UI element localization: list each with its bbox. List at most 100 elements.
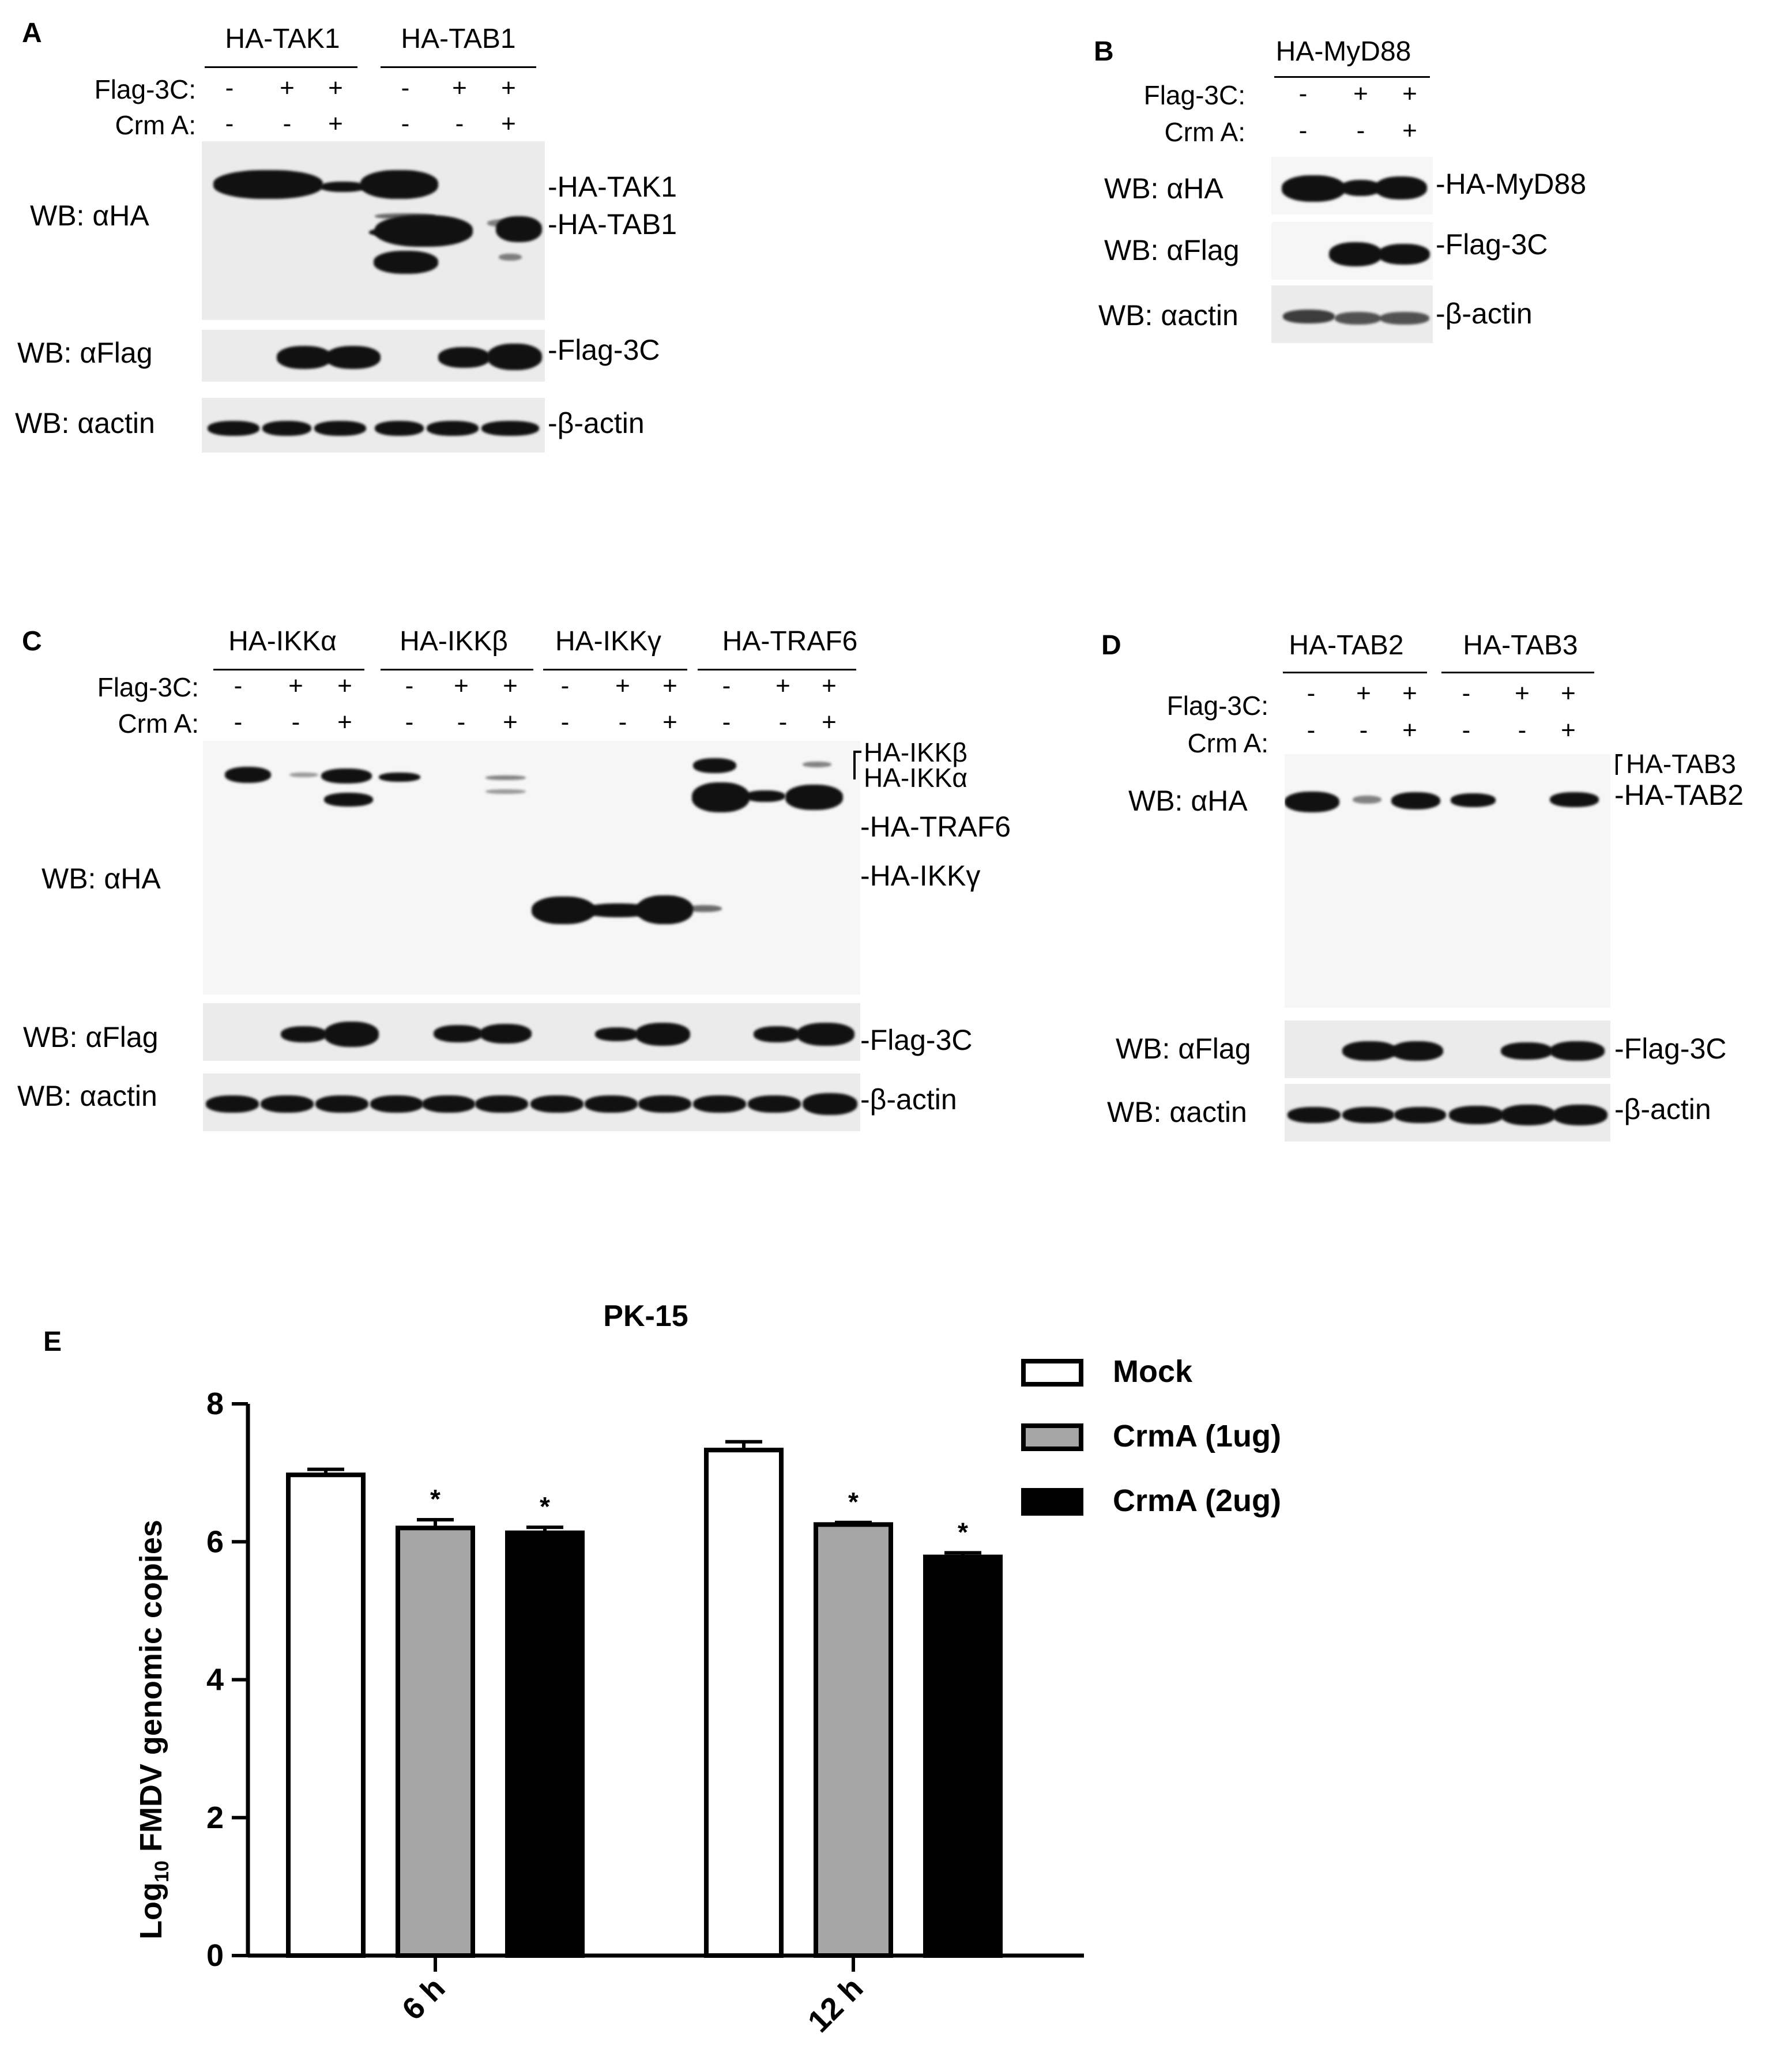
band bbox=[1342, 1041, 1397, 1061]
band bbox=[638, 1095, 691, 1113]
band bbox=[261, 1095, 314, 1113]
bracket-icon bbox=[853, 751, 861, 779]
bar-chart: PK-15 Log10 FMDV genomic copies 0 2 4 6 8 6 h… bbox=[134, 1299, 1281, 2039]
y-axis-label-main: Log bbox=[134, 1882, 168, 1939]
wb-flag-label: WB: αFlag bbox=[1104, 234, 1240, 266]
wb-actin-label: WB: αactin bbox=[15, 407, 155, 439]
band bbox=[360, 170, 438, 199]
band bbox=[480, 1024, 532, 1044]
band bbox=[496, 216, 542, 242]
group-underline bbox=[381, 66, 536, 68]
sign: - bbox=[405, 708, 414, 736]
band bbox=[1391, 792, 1440, 809]
sign: + bbox=[1353, 80, 1368, 108]
band bbox=[213, 170, 323, 199]
sign: + bbox=[822, 708, 837, 736]
sign: - bbox=[1356, 116, 1365, 145]
sign: - bbox=[778, 708, 788, 736]
blot-ha bbox=[202, 141, 545, 320]
band bbox=[434, 1025, 483, 1042]
crm-a-row-label: Crm A: bbox=[1187, 728, 1268, 758]
marker-flag-3c: -Flag-3C bbox=[548, 334, 660, 366]
sign: + bbox=[337, 708, 352, 736]
significance-marker: * bbox=[958, 1517, 968, 1547]
wb-actin-label: WB: αactin bbox=[1107, 1096, 1247, 1128]
panel-e-label: E bbox=[43, 1327, 62, 1357]
blot-flag bbox=[1285, 1020, 1610, 1078]
band bbox=[324, 793, 373, 807]
band bbox=[635, 1023, 690, 1046]
band bbox=[206, 1095, 259, 1113]
sign: + bbox=[503, 672, 518, 700]
y-axis-label-subscript: 10 bbox=[151, 1860, 173, 1882]
band bbox=[225, 767, 271, 783]
band bbox=[370, 1095, 423, 1113]
bar-2-2 bbox=[814, 1522, 893, 1958]
band bbox=[785, 785, 843, 810]
band bbox=[1550, 792, 1599, 807]
y-axis-label-rest: FMDV genomic copies bbox=[134, 1520, 168, 1860]
marker-beta-actin: -β-actin bbox=[860, 1083, 957, 1116]
marker-ha-tab1: -HA-TAB1 bbox=[548, 208, 677, 240]
band bbox=[320, 182, 366, 192]
panel-b-label: B bbox=[1094, 36, 1114, 67]
band bbox=[1329, 242, 1382, 266]
legend: Mock CrmA (1ug) CrmA (2ug) bbox=[1021, 1354, 1281, 1518]
bar-3-1 bbox=[505, 1530, 585, 1958]
sign: + bbox=[1356, 679, 1371, 707]
sign: + bbox=[454, 672, 469, 700]
group-underline bbox=[698, 669, 856, 670]
sign: + bbox=[501, 110, 516, 138]
marker-ha-ikk-alpha: HA-IKKα bbox=[864, 763, 967, 793]
group-label-ha-ikk-gamma: HA-IKKγ bbox=[555, 626, 662, 657]
band bbox=[262, 421, 311, 436]
band bbox=[475, 1095, 528, 1113]
group-label-ha-traf6: HA-TRAF6 bbox=[722, 626, 858, 657]
sign: - bbox=[722, 708, 731, 736]
band bbox=[326, 346, 381, 369]
group-underline bbox=[205, 66, 357, 68]
sign: - bbox=[1359, 716, 1368, 744]
group-underline bbox=[543, 669, 687, 670]
band bbox=[687, 905, 722, 912]
group-underline bbox=[213, 669, 364, 670]
marker-flag-3c: -Flag-3C bbox=[1436, 228, 1548, 261]
chart-title: PK-15 bbox=[603, 1299, 688, 1333]
group-label-ha-tab3: HA-TAB3 bbox=[1463, 630, 1578, 661]
band bbox=[374, 251, 438, 274]
bar-3-2 bbox=[923, 1554, 1003, 1958]
sign: + bbox=[1402, 716, 1417, 744]
wb-ha-label: WB: αHA bbox=[1104, 172, 1223, 205]
sign: + bbox=[1561, 679, 1576, 707]
group-label-ha-ikk-beta: HA-IKKβ bbox=[400, 626, 508, 657]
crm-a-row-label: Crm A: bbox=[1164, 117, 1245, 147]
legend-label: CrmA (2ug) bbox=[1113, 1483, 1281, 1518]
x-tick-label: 12 h bbox=[801, 1971, 870, 2039]
band bbox=[487, 344, 542, 370]
group-underline bbox=[1441, 672, 1594, 673]
sign: - bbox=[291, 708, 300, 736]
wb-actin-label: WB: αactin bbox=[1098, 299, 1238, 332]
band bbox=[692, 782, 750, 812]
band bbox=[321, 769, 372, 783]
sign: - bbox=[1462, 679, 1471, 707]
sign: + bbox=[662, 672, 677, 700]
band bbox=[1378, 244, 1430, 265]
crm-a-row-label: Crm A: bbox=[115, 110, 196, 140]
band bbox=[1449, 1106, 1504, 1124]
band bbox=[1394, 1107, 1446, 1123]
significance-marker: * bbox=[848, 1487, 859, 1517]
sign: + bbox=[822, 672, 837, 700]
legend-swatch bbox=[1021, 1488, 1083, 1516]
band bbox=[1287, 1107, 1341, 1123]
bar-1-1 bbox=[286, 1472, 366, 1958]
group-underline bbox=[1274, 76, 1430, 78]
sign: + bbox=[1402, 679, 1417, 707]
sign: + bbox=[662, 708, 677, 736]
blot-actin bbox=[1285, 1084, 1610, 1142]
band bbox=[324, 1022, 379, 1047]
band bbox=[754, 1026, 800, 1042]
blot-flag bbox=[1271, 222, 1433, 280]
legend-label: CrmA (1ug) bbox=[1113, 1419, 1281, 1453]
marker-ha-tak1: -HA-TAK1 bbox=[548, 171, 677, 203]
